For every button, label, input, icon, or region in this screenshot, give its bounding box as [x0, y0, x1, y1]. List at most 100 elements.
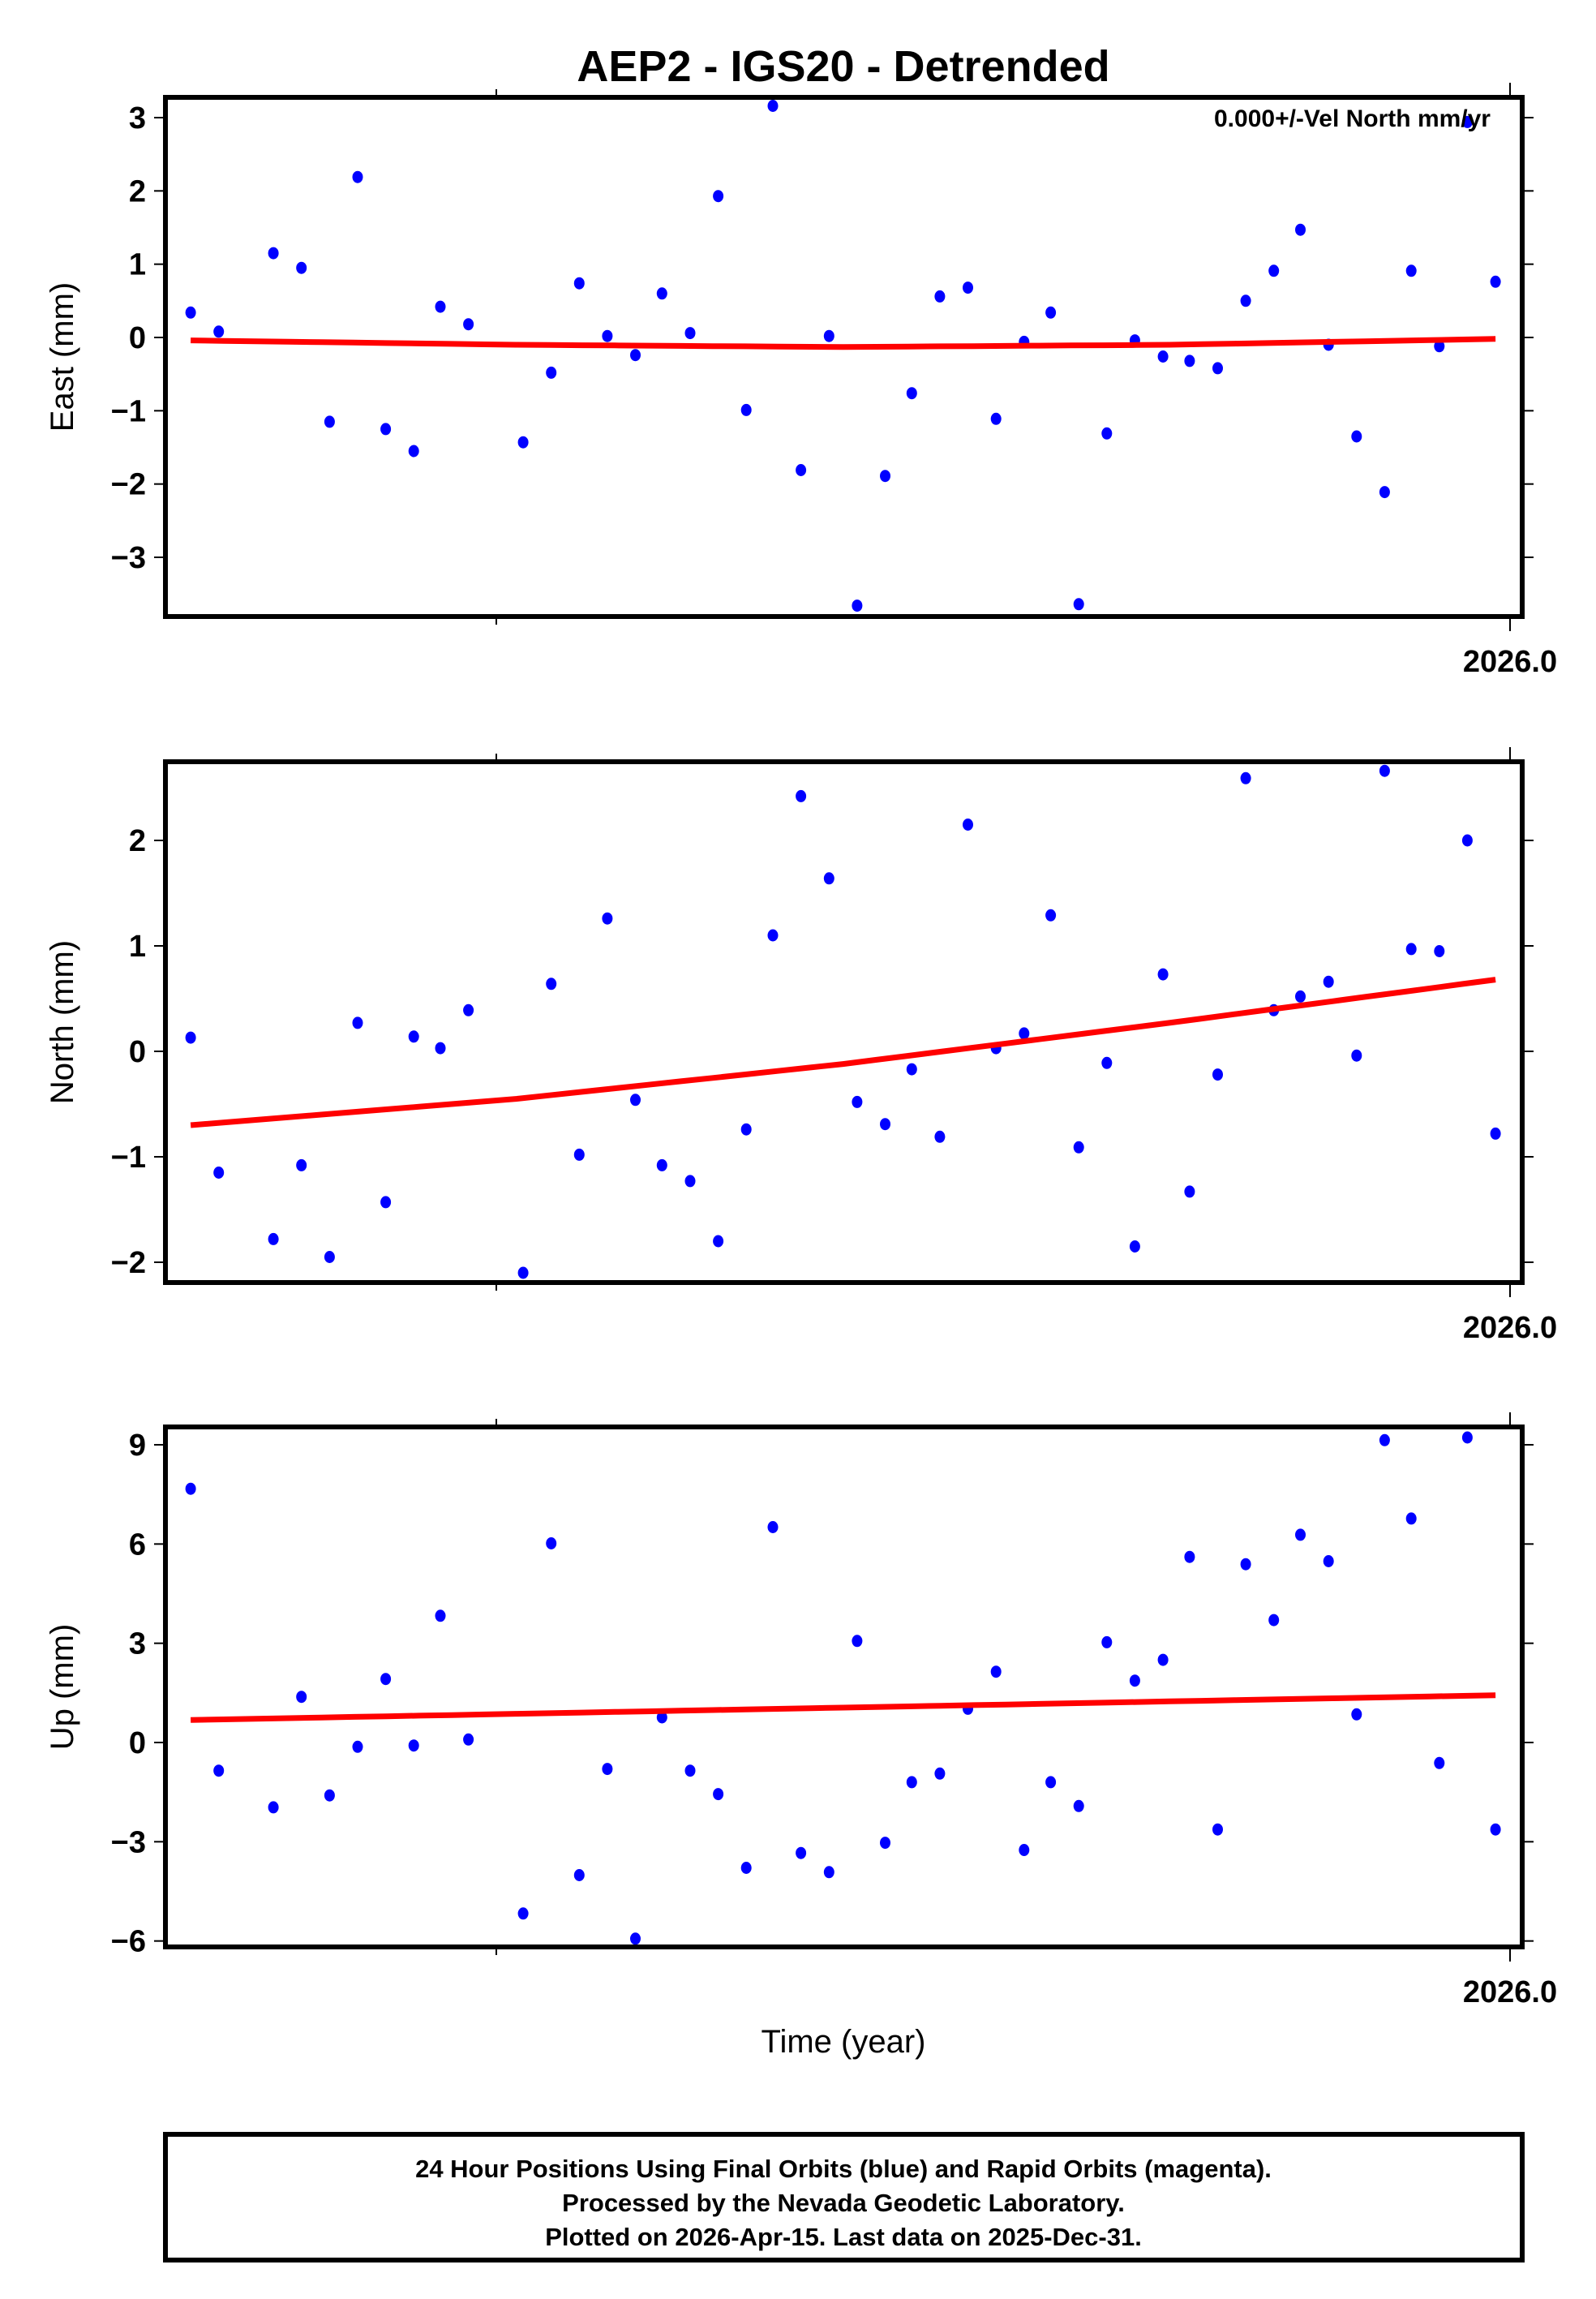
data-point	[435, 300, 446, 313]
data-point	[934, 1767, 946, 1780]
data-point	[1405, 1512, 1417, 1525]
north-panel: −2 −1 0 1 2 North (mm) 2026.0	[45, 747, 1557, 1345]
data-point	[852, 1635, 863, 1648]
east-data-points	[185, 100, 1501, 612]
data-point	[352, 1740, 363, 1753]
y-tick-label: 9	[129, 1429, 146, 1463]
data-point	[1045, 306, 1057, 319]
east-panel: −3 −2 −1 0 1 2 3 East (mm) 0.000+/-Vel North m…	[45, 83, 1557, 679]
data-point	[463, 318, 474, 331]
footer-box: 24 Hour Positions Using Final Orbits (bl…	[163, 2132, 1525, 2262]
data-point	[324, 1251, 335, 1263]
east-y-label: East (mm)	[45, 282, 80, 432]
data-point	[1212, 1823, 1223, 1836]
north-y-label: North (mm)	[45, 940, 80, 1104]
north-frame	[163, 759, 1525, 1285]
data-point	[185, 1482, 196, 1495]
data-point	[573, 1148, 585, 1161]
data-point	[823, 872, 834, 885]
east-x-axis	[496, 83, 1511, 631]
east-x-tick-label: 2026.0	[1463, 645, 1557, 679]
data-point	[852, 1095, 863, 1108]
x-axis-label: Time (year)	[762, 2024, 926, 2060]
data-point	[1379, 486, 1390, 499]
north-trend-line	[190, 977, 1496, 1128]
up-x-tick-label: 2026.0	[1463, 1975, 1557, 2009]
data-point	[408, 1030, 419, 1043]
data-point	[1157, 968, 1169, 981]
data-point	[880, 1118, 890, 1131]
data-point	[796, 789, 807, 802]
chart-title: AEP2 - IGS20 - Detrended	[577, 42, 1109, 91]
data-point	[463, 1733, 474, 1746]
data-point	[1240, 771, 1251, 784]
data-point	[1129, 1240, 1140, 1253]
data-point	[1379, 1433, 1390, 1446]
data-point	[1434, 1756, 1445, 1769]
data-point	[1240, 1558, 1251, 1571]
data-point	[1212, 1068, 1223, 1081]
data-point	[1157, 350, 1169, 363]
data-point	[380, 1673, 392, 1686]
data-point	[906, 1776, 917, 1789]
y-tick-label: −6	[111, 1925, 146, 1959]
data-point	[352, 1016, 363, 1029]
y-tick-label: 1	[129, 930, 146, 964]
data-point	[880, 470, 890, 483]
data-point	[1268, 1614, 1280, 1626]
data-point	[546, 366, 557, 379]
data-point	[268, 247, 279, 260]
data-point	[1295, 1528, 1306, 1541]
y-tick-label: −2	[111, 468, 146, 502]
data-point	[268, 1801, 279, 1814]
y-tick-label: 2	[129, 174, 146, 208]
data-point	[517, 1907, 529, 1920]
data-point	[1295, 223, 1306, 236]
data-point	[1073, 1799, 1084, 1812]
data-point	[517, 1266, 529, 1279]
data-point	[963, 281, 973, 294]
data-point	[1405, 943, 1417, 956]
data-point	[324, 1789, 335, 1802]
data-point	[435, 1042, 446, 1055]
data-point	[435, 1609, 446, 1622]
data-point	[963, 819, 973, 831]
y-tick-label: 3	[129, 101, 146, 135]
velocity-annotation: 0.000+/-Vel North mm/yr	[1214, 105, 1491, 132]
east-y-axis: −3 −2 −1 0 1 2 3	[111, 101, 1534, 575]
data-point	[546, 978, 557, 991]
data-point	[296, 261, 307, 274]
footer-line-2: Processed by the Nevada Geodetic Laborat…	[562, 2189, 1125, 2217]
data-point	[1351, 1708, 1362, 1721]
y-tick-label: −3	[111, 1825, 146, 1859]
data-point	[1461, 834, 1473, 847]
data-point	[630, 1932, 641, 1945]
data-point	[408, 445, 419, 458]
data-point	[380, 1196, 392, 1209]
data-point	[213, 1764, 225, 1777]
up-frame	[163, 1425, 1525, 1949]
y-tick-label: −2	[111, 1246, 146, 1280]
up-data-points	[185, 1431, 1501, 1945]
data-point	[1073, 598, 1084, 611]
data-point	[1101, 427, 1113, 440]
data-point	[1101, 1056, 1113, 1069]
data-point	[1073, 1141, 1084, 1154]
data-point	[517, 436, 529, 449]
data-point	[573, 1869, 585, 1881]
data-point	[1129, 1674, 1140, 1687]
up-y-axis: −6 −3 0 3 6 9	[111, 1429, 1534, 1959]
data-point	[1434, 340, 1445, 353]
data-point	[1490, 1127, 1501, 1140]
data-point	[1101, 1635, 1113, 1648]
north-x-axis	[496, 747, 1511, 1297]
data-point	[602, 329, 613, 342]
y-tick-label: 1	[129, 248, 146, 282]
data-point	[713, 1788, 724, 1801]
data-point	[296, 1691, 307, 1704]
data-point	[1490, 1823, 1501, 1836]
y-tick-label: −3	[111, 541, 146, 575]
data-point	[573, 277, 585, 290]
y-tick-label: 0	[129, 1726, 146, 1760]
